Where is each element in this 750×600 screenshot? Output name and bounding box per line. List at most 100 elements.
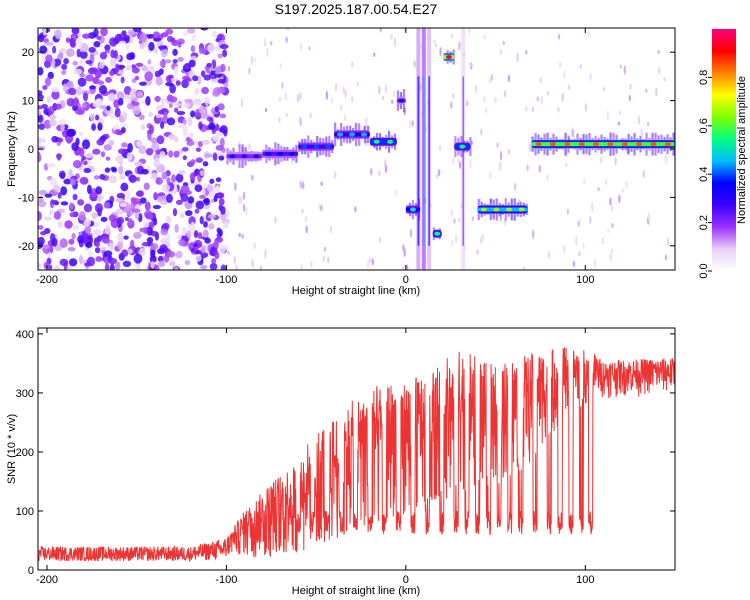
faint-dot (589, 215, 592, 225)
noise-blob (125, 190, 131, 201)
faint-dot (494, 96, 497, 104)
noise-blob (38, 110, 42, 116)
faint-dot (480, 128, 483, 136)
noise-blob (104, 49, 110, 54)
noise-blob (109, 263, 115, 270)
spectrogram-y-axis-label: Frequency (Hz) (6, 111, 18, 187)
noise-blob (124, 94, 130, 100)
noise-blob (148, 41, 155, 51)
faint-dot (507, 74, 511, 83)
faint-dot (621, 188, 625, 193)
noise-blob (88, 46, 96, 53)
noise-blob (73, 96, 79, 107)
feature-peak (607, 142, 614, 147)
noise-blob (177, 56, 184, 62)
noise-blob (208, 122, 216, 130)
noise-blob (208, 222, 215, 230)
faint-dot (557, 33, 561, 40)
faint-dot (469, 62, 473, 68)
x-tick-label: -100 (215, 574, 237, 586)
feature-peak (636, 142, 643, 147)
noise-blob (219, 113, 227, 119)
faint-dot (299, 42, 303, 51)
faint-dot (372, 52, 376, 57)
noise-blob (100, 28, 108, 37)
feature-peak (360, 132, 367, 137)
noise-blob (155, 76, 163, 86)
noise-blob (121, 142, 128, 148)
faint-dot (609, 197, 612, 206)
faint-dot (577, 220, 580, 227)
faint-dot (285, 112, 289, 118)
feature-peak (387, 139, 394, 144)
noise-blob (134, 75, 140, 81)
feature-peak (459, 144, 466, 149)
noise-blob (179, 212, 185, 219)
snr-y-ticks: 0 100 200 300 400 (16, 329, 675, 577)
faint-dot (238, 232, 241, 238)
noise-blob (65, 48, 75, 57)
y-tick-label: 20 (22, 47, 34, 59)
noise-blob (84, 153, 94, 159)
noise-blob (169, 260, 176, 267)
noise-blob (163, 111, 168, 118)
noise-blob (99, 245, 107, 251)
faint-dot (628, 94, 631, 102)
noise-blob (216, 227, 222, 234)
noise-blob (54, 265, 60, 270)
noise-blob (81, 102, 88, 109)
faint-dot (274, 216, 277, 225)
noise-blob (144, 201, 151, 211)
noise-blob (153, 192, 158, 201)
faint-dot (571, 129, 575, 138)
noise-blob (166, 177, 171, 185)
noise-blob (105, 156, 111, 161)
noise-blob (192, 75, 199, 82)
noise-blob (54, 103, 62, 110)
noise-blob (180, 184, 190, 194)
faint-dot (327, 257, 330, 264)
feature-peak (549, 142, 556, 147)
faint-dot (474, 84, 478, 94)
noise-blob (54, 29, 62, 40)
faint-dot (278, 117, 281, 123)
faint-dot (334, 82, 338, 92)
faint-dot (452, 93, 455, 100)
noise-blob (71, 233, 76, 240)
noise-blob (139, 32, 148, 43)
noise-blob (61, 70, 67, 75)
noise-blob (45, 54, 53, 63)
noise-blob (175, 199, 183, 206)
noise-blob (85, 74, 94, 82)
noise-blob (126, 65, 131, 71)
noise-blob (143, 182, 150, 191)
noise-blob (173, 102, 182, 107)
noise-blob (201, 186, 206, 197)
spectrogram-y-ticks: 20 10 0 -10 -20 (18, 47, 675, 253)
faint-dot (469, 159, 472, 170)
noise-blob (109, 57, 117, 67)
x-tick-label: 100 (576, 574, 594, 586)
noise-blob (104, 167, 111, 173)
noise-blob (93, 41, 101, 48)
faint-dot (583, 178, 586, 185)
noise-blob (182, 155, 187, 161)
noise-blob (207, 43, 216, 53)
noise-blob (200, 28, 209, 31)
noise-blob (203, 221, 208, 228)
faint-dot (240, 196, 243, 205)
faint-dot (227, 210, 230, 218)
noise-blob (155, 113, 162, 119)
faint-dot (499, 150, 503, 161)
noise-blob (135, 176, 141, 182)
noise-blob (220, 264, 227, 270)
noise-blob (198, 105, 205, 114)
faint-dot (547, 251, 551, 259)
noise-blob (184, 62, 190, 70)
feature-peak (518, 207, 525, 212)
noise-blob (212, 135, 220, 142)
noise-blob (89, 113, 96, 122)
faint-dot (531, 106, 535, 113)
faint-dot (350, 60, 354, 68)
noise-blob (68, 168, 73, 177)
